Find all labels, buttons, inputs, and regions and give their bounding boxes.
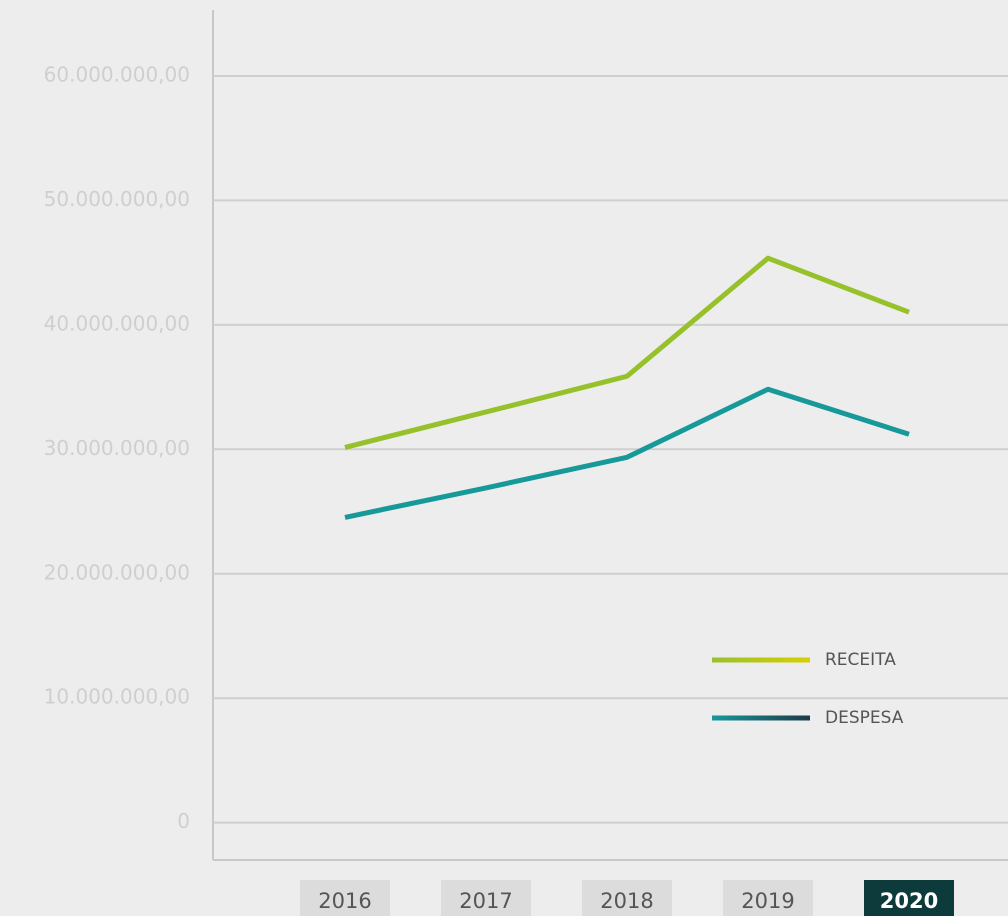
legend-swatch — [712, 715, 810, 721]
x-tick-label: 2020 — [880, 889, 938, 913]
x-tick-box — [582, 880, 672, 916]
series-line — [344, 386, 910, 520]
y-tick-label: 10.000.000,00 — [44, 685, 190, 709]
legend-swatch — [712, 657, 810, 663]
x-tick-box — [864, 880, 954, 916]
y-tick-label: 60.000.000,00 — [44, 62, 190, 86]
x-tick-label: 2018 — [600, 889, 653, 913]
y-tick-label: 30.000.000,00 — [44, 436, 190, 460]
series-line — [344, 255, 910, 450]
x-tick-label: 2016 — [318, 889, 371, 913]
x-tick-label: 2017 — [459, 889, 512, 913]
x-tick-box — [300, 880, 390, 916]
y-tick-label: 20.000.000,00 — [44, 560, 190, 584]
legend-label: RECEITA — [825, 650, 896, 670]
x-tick-box — [441, 880, 531, 916]
y-tick-label: 50.000.000,00 — [44, 187, 190, 211]
y-tick-label: 0 — [177, 809, 190, 833]
legend-label: DESPESA — [825, 708, 904, 728]
x-tick-box — [723, 880, 813, 916]
y-tick-label: 40.000.000,00 — [44, 311, 190, 335]
x-tick-label: 2019 — [741, 889, 794, 913]
